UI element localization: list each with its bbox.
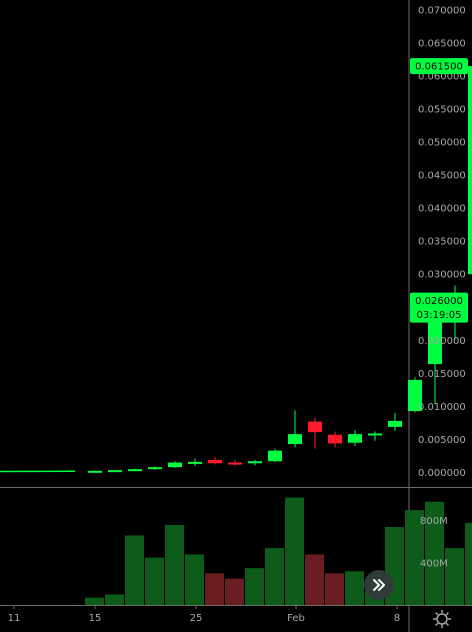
- time-tick-label: 15: [89, 613, 102, 624]
- price-tick-label: 0.005000: [418, 435, 466, 446]
- volume-bar: [405, 510, 424, 605]
- volume-bar: [105, 594, 124, 605]
- candle-body: [468, 66, 472, 275]
- price-tick-label: 0.030000: [418, 270, 466, 281]
- price-tick-label: 0.020000: [418, 336, 466, 347]
- volume-bar: [305, 554, 324, 605]
- price-tick-label: 0.010000: [418, 402, 466, 413]
- candle-body: [188, 461, 202, 464]
- candle-body: [228, 462, 242, 465]
- time-tick-label: 8: [394, 613, 400, 624]
- price-tick-label: 0.015000: [418, 369, 466, 380]
- price-tick-label: 0.045000: [418, 171, 466, 182]
- price-tick-label: 0.040000: [418, 204, 466, 215]
- volume-bar: [165, 524, 184, 605]
- candle-body: [268, 450, 282, 462]
- volume-bar: [265, 548, 284, 605]
- candle-body: [128, 469, 142, 472]
- volume-bar: [125, 535, 144, 605]
- volume-tick-label: 400M: [420, 558, 448, 569]
- candle-body: [288, 434, 302, 445]
- volume-bar: [205, 573, 224, 605]
- volume-bar: [85, 597, 104, 605]
- price-tick-label: 0.060000: [418, 71, 466, 82]
- volume-bar: [465, 522, 472, 605]
- price-tick-label: 0.000000: [418, 468, 466, 479]
- price-tick-label: 0.055000: [418, 105, 466, 116]
- chart-settings-button[interactable]: [428, 606, 456, 632]
- candle-body: [248, 461, 262, 464]
- scroll-to-latest-button[interactable]: [364, 570, 394, 600]
- price-tick-label: 0.070000: [418, 5, 466, 16]
- gear-icon: [433, 610, 451, 628]
- price-tick-label: 0.035000: [418, 237, 466, 248]
- countdown-label: 03:19:05: [417, 310, 462, 321]
- time-tick-label: 11: [8, 613, 21, 624]
- candle-body: [408, 379, 422, 412]
- candle-body: [328, 434, 342, 444]
- volume-bar: [185, 554, 204, 605]
- price-tick-label: 0.065000: [418, 38, 466, 49]
- candle-body: [348, 434, 362, 443]
- price-tick-label: 0.050000: [418, 138, 466, 149]
- current-price-label: 0.026000: [415, 296, 463, 307]
- time-tick-label: Feb: [287, 613, 305, 624]
- volume-bar: [325, 573, 344, 605]
- candle-body: [388, 420, 402, 427]
- last-price-tag: [410, 58, 468, 75]
- volume-tick-label: 800M: [420, 516, 448, 527]
- candle-body: [428, 320, 442, 365]
- candle-body: [148, 467, 162, 470]
- candle-body: [308, 421, 322, 433]
- candle-body: [108, 470, 122, 473]
- double-chevron-right-icon: [373, 579, 385, 591]
- candle-body: [368, 433, 382, 436]
- volume-bar: [425, 501, 444, 605]
- last-price-label: 0.061500: [415, 62, 463, 73]
- volume-bar: [445, 548, 464, 605]
- current-price-tag: [410, 292, 468, 323]
- volume-bar: [245, 568, 264, 605]
- volume-bar: [145, 557, 164, 605]
- candle-body: [168, 462, 182, 468]
- candle-body: [88, 470, 102, 473]
- candle-body: [208, 459, 222, 464]
- volume-bar: [225, 578, 244, 605]
- volume-bar: [345, 571, 364, 605]
- volume-bar: [285, 497, 304, 605]
- time-tick-label: 25: [190, 613, 203, 624]
